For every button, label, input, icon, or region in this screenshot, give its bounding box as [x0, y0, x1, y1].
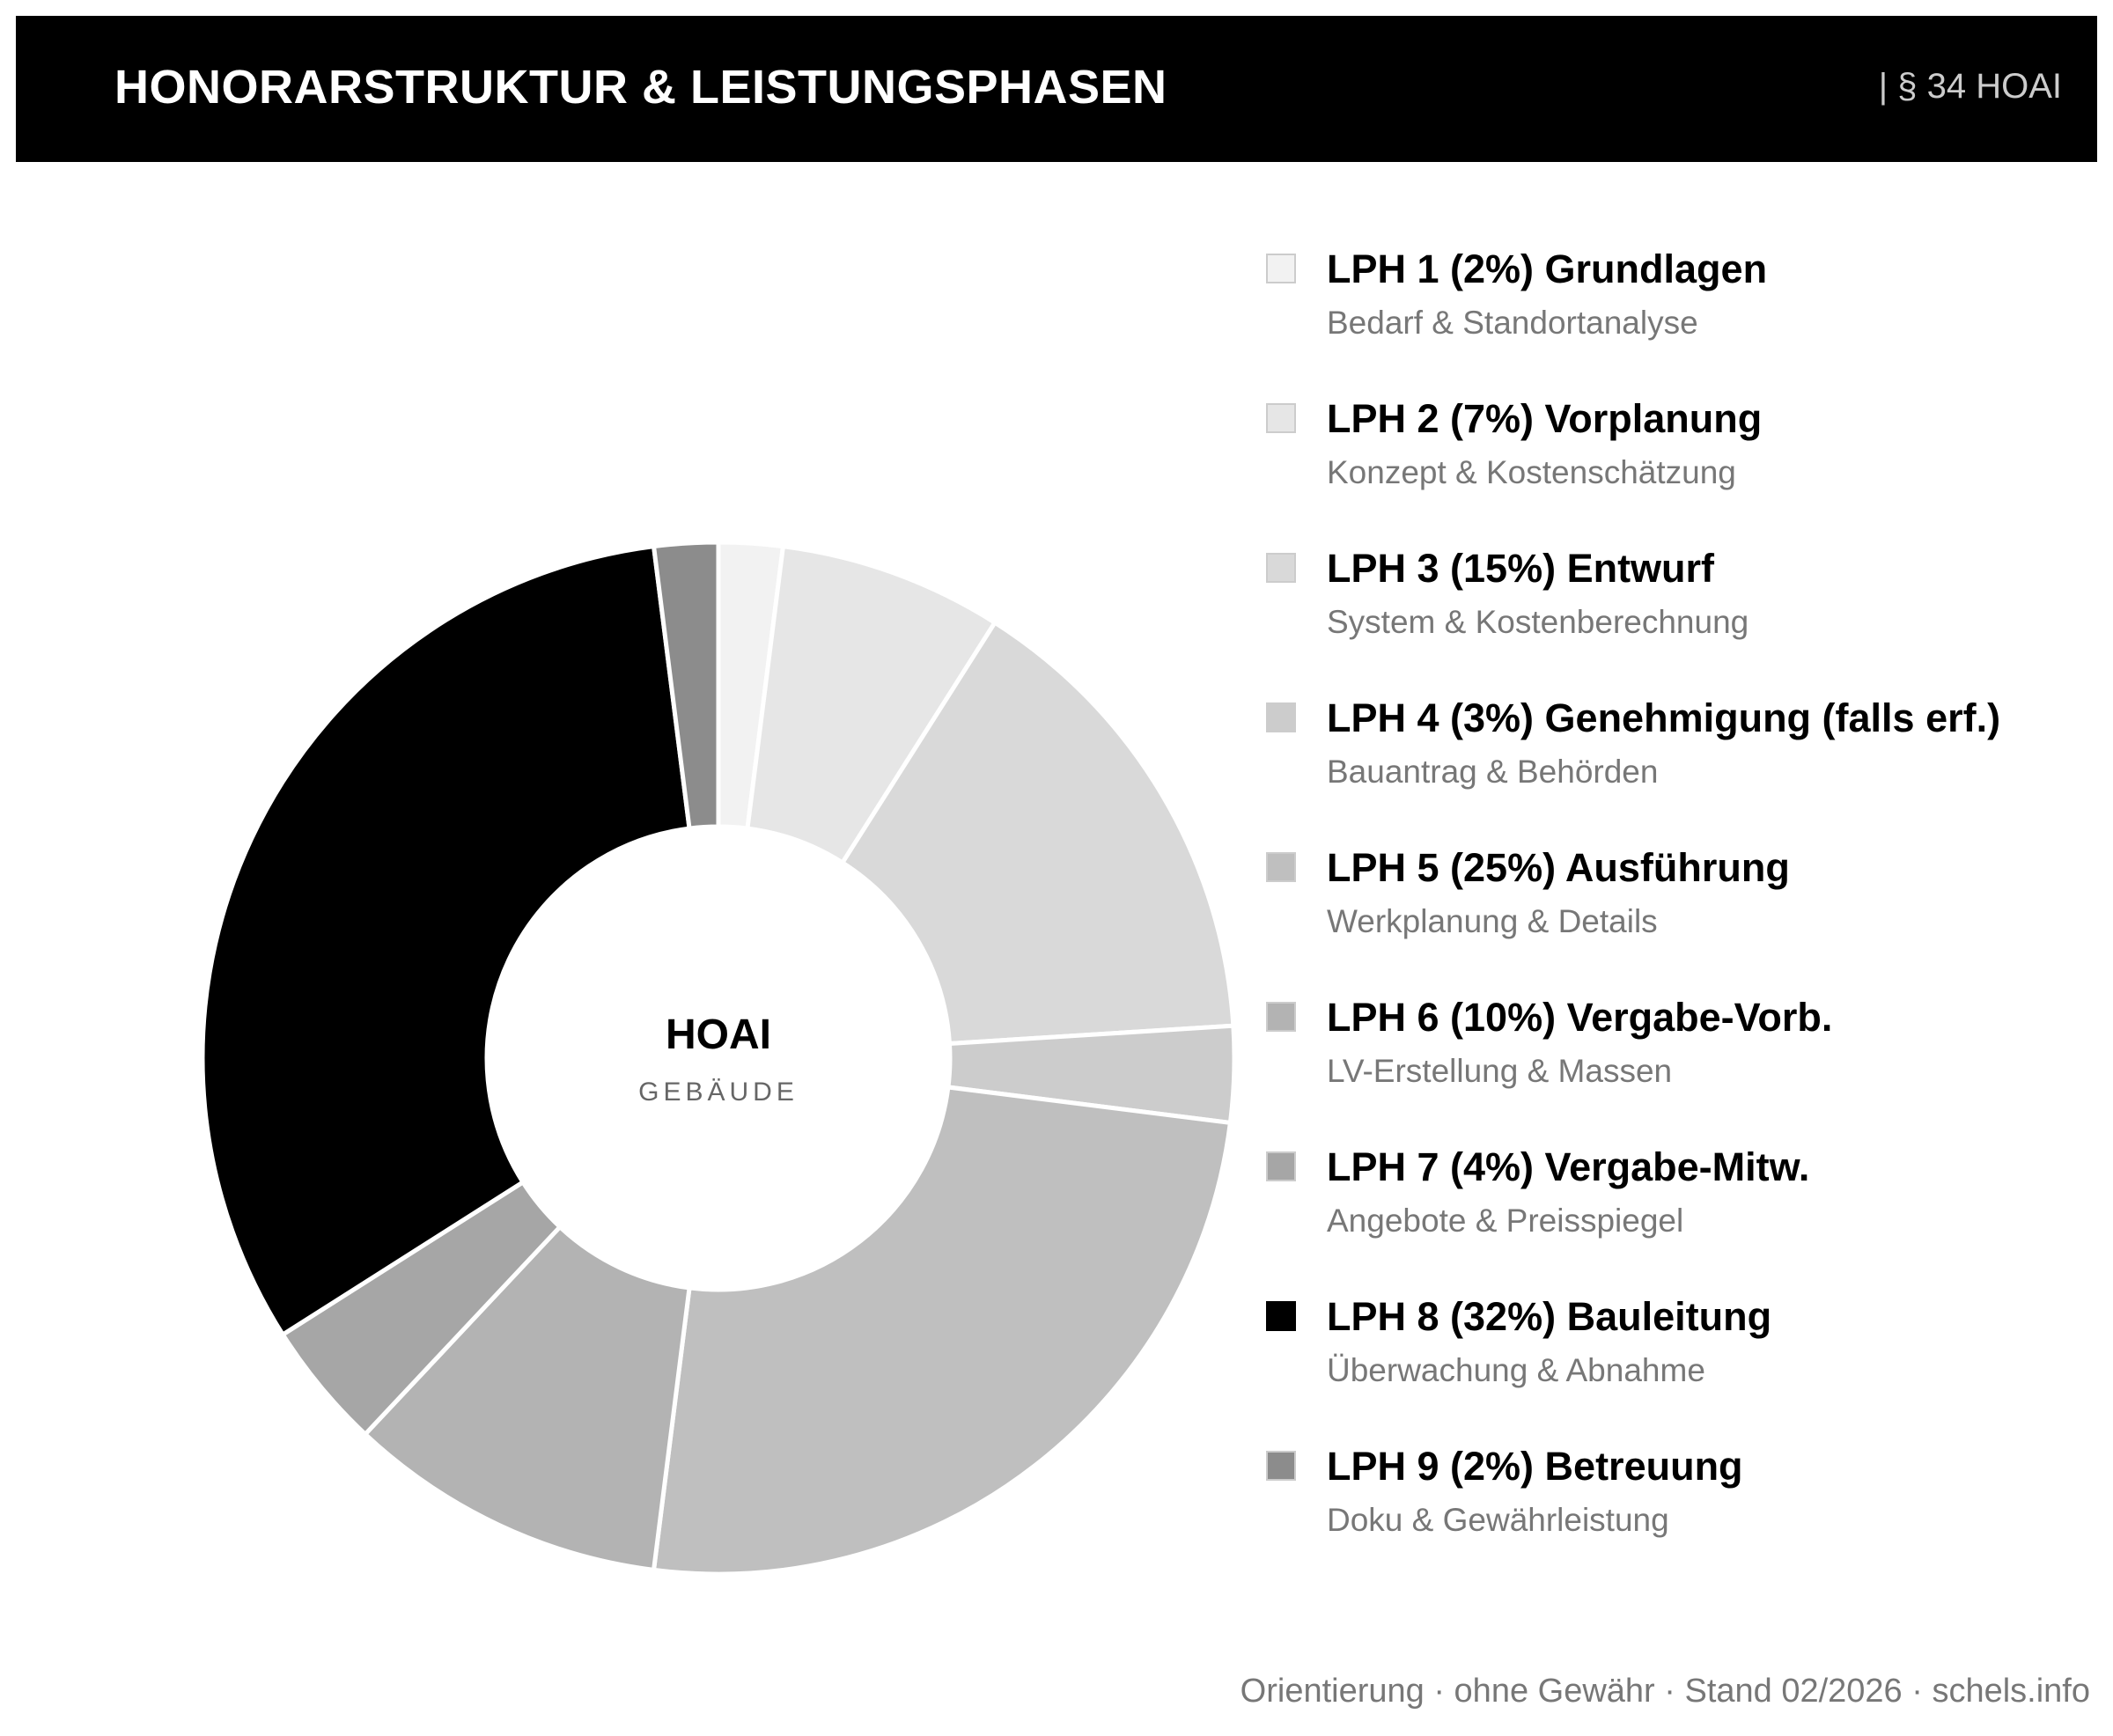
page-title: HONORARSTRUKTUR & LEISTUNGSPHASEN — [114, 61, 1167, 114]
legend-label: LPH 8 (32%) Bauleitung — [1327, 1294, 1772, 1339]
donut-slice — [651, 1085, 1233, 1577]
donut-slice — [651, 540, 721, 831]
legend-label: LPH 4 (3%) Genehmigung (falls erf.) — [1327, 695, 2001, 740]
legend-label: LPH 1 (2%) Grundlagen — [1327, 246, 1768, 291]
legend-swatch — [1266, 1002, 1296, 1032]
footer-note: Orientierung · ohne Gewähr · Stand 02/20… — [1240, 1673, 2090, 1710]
legend-label: LPH 3 (15%) Entwurf — [1327, 546, 1715, 591]
legend-label: LPH 2 (7%) Vorplanung — [1327, 396, 1763, 441]
legend-swatch — [1266, 1151, 1296, 1181]
legal-reference: | § 34 HOAI — [1878, 67, 2062, 106]
legend-sublabel: Überwachung & Abnahme — [1327, 1352, 1705, 1388]
legend-sublabel: LV-Erstellung & Massen — [1327, 1053, 1673, 1089]
legend-sublabel: Doku & Gewährleistung — [1327, 1502, 1669, 1538]
donut-center-title: HOAI — [666, 1011, 771, 1058]
legend-swatch — [1266, 254, 1296, 283]
legend-label: LPH 5 (25%) Ausführung — [1327, 845, 1790, 890]
legend-sublabel: Bauantrag & Behörden — [1327, 754, 1659, 790]
legend-label: LPH 9 (2%) Betreuung — [1327, 1444, 1743, 1489]
donut-center-subtitle: GEBÄUDE — [638, 1078, 799, 1107]
donut-slice — [362, 1224, 692, 1573]
legend-swatch — [1266, 1301, 1296, 1331]
legend-label: LPH 7 (4%) Vergabe-Mitw. — [1327, 1144, 1810, 1189]
legend-sublabel: Werkplanung & Details — [1327, 903, 1658, 939]
legend-swatch — [1266, 852, 1296, 882]
legend-swatch — [1266, 702, 1296, 732]
header-bar: HONORARSTRUKTUR & LEISTUNGSPHASEN | § 34… — [16, 16, 2097, 162]
legend-sublabel: System & Kostenberechnung — [1327, 604, 1749, 640]
legend-sublabel: Bedarf & Standortanalyse — [1327, 305, 1698, 341]
legend-sublabel: Konzept & Kostenschätzung — [1327, 454, 1736, 490]
donut-slice — [200, 543, 692, 1338]
legend-sublabel: Angebote & Preisspiegel — [1327, 1203, 1684, 1239]
donut-slice — [839, 619, 1236, 1047]
legend-label: LPH 6 (10%) Vergabe-Vorb. — [1327, 995, 1833, 1040]
legend-swatch — [1266, 403, 1296, 433]
legend-swatch — [1266, 553, 1296, 583]
legend-swatch — [1266, 1451, 1296, 1481]
